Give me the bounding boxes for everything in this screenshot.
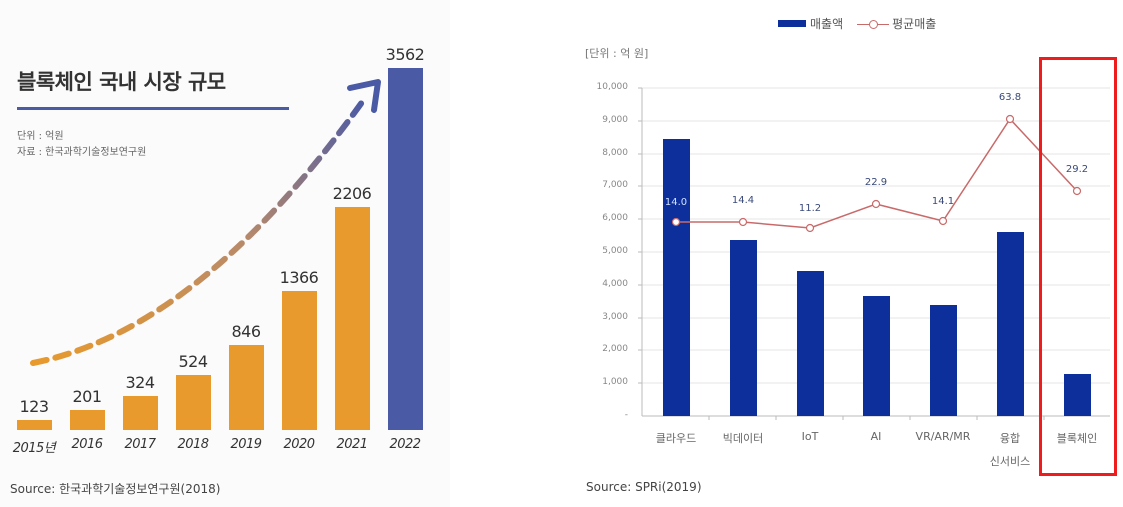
x-axis-label: 2020 bbox=[283, 437, 315, 452]
y-tick-label: 2,000 bbox=[602, 344, 628, 354]
x-axis-label: VR/AR/MR bbox=[915, 430, 971, 443]
line-value-label: 63.8 bbox=[998, 92, 1022, 103]
x-axis-label: 빅데이터 bbox=[722, 432, 764, 445]
line-value-label: 14.0 bbox=[664, 197, 688, 208]
line-value-label: 14.1 bbox=[931, 196, 955, 207]
x-axis-label: 2018 bbox=[177, 437, 209, 452]
line-value-label: 14.4 bbox=[731, 195, 755, 206]
x-axis-label: IoT bbox=[801, 430, 819, 443]
left-chart-title: 블록체인 국내 시장 규모 bbox=[17, 70, 226, 94]
line-value-label: 11.2 bbox=[798, 203, 822, 214]
left-unit-label: 단위 : 억원 bbox=[17, 131, 64, 142]
y-tick-label: 3,000 bbox=[602, 312, 628, 322]
line-value-label: 22.9 bbox=[864, 177, 888, 188]
y-tick-label: 9,000 bbox=[602, 115, 628, 125]
legend-bar-label: 매출액 bbox=[810, 17, 844, 31]
legend-line-label: 평균매출 bbox=[892, 17, 937, 31]
x-axis-label: 2022 bbox=[389, 437, 421, 452]
bar-2020 bbox=[282, 291, 317, 430]
y-tick-label: 5,000 bbox=[602, 246, 628, 256]
y-tick-label: 8,000 bbox=[602, 148, 628, 158]
bar-value: 3562 bbox=[385, 45, 425, 64]
x-axis-label: 2016 bbox=[71, 437, 103, 452]
x-axis-label-sub: 신서비스 bbox=[989, 455, 1031, 468]
x-axis-label: 2015년 bbox=[12, 441, 56, 456]
right-source-caption: Source: SPRi(2019) bbox=[586, 480, 702, 494]
x-axis-label: AI bbox=[870, 430, 882, 443]
y-tick-label: 10,000 bbox=[596, 82, 629, 92]
y-tick-label: - bbox=[624, 410, 628, 420]
trend-arrow-icon bbox=[30, 79, 381, 366]
bar-2016 bbox=[70, 410, 105, 430]
x-axis-label: 2017 bbox=[124, 437, 156, 452]
bar-value: 2206 bbox=[332, 184, 372, 203]
line-value-label: 29.2 bbox=[1065, 164, 1089, 175]
revenue-bars bbox=[663, 139, 1091, 416]
legend-bar-swatch-icon bbox=[778, 20, 806, 27]
legend-line-swatch-icon bbox=[857, 18, 890, 30]
bar-value: 524 bbox=[178, 352, 208, 371]
avg-revenue-line bbox=[676, 117, 1078, 229]
bar-2022 bbox=[388, 68, 423, 430]
left-source-caption: Source: 한국과학기술정보연구원(2018) bbox=[10, 482, 221, 496]
bar-2019 bbox=[229, 345, 264, 430]
bar-2015 bbox=[17, 420, 52, 430]
right-unit-label: [단위 : 억 원] bbox=[585, 47, 649, 60]
avg-revenue-markers bbox=[671, 114, 1082, 233]
title-underline bbox=[17, 107, 289, 110]
y-tick-label: 4,000 bbox=[602, 279, 628, 289]
x-axis-label: 블록체인 bbox=[1056, 432, 1098, 445]
bar-2017 bbox=[123, 396, 158, 430]
blockchain-highlight-box bbox=[1039, 57, 1117, 476]
x-axis-label: 2019 bbox=[230, 437, 262, 452]
bar-value: 201 bbox=[72, 387, 102, 406]
bar-value: 123 bbox=[19, 397, 49, 416]
bar-2018 bbox=[176, 375, 211, 430]
bar-value: 1366 bbox=[279, 268, 319, 287]
y-tick-label: 6,000 bbox=[602, 213, 628, 223]
x-axis-label: 2021 bbox=[336, 437, 368, 452]
x-axis-label: 융합 bbox=[999, 432, 1021, 445]
y-tick-label: 1,000 bbox=[602, 377, 628, 387]
right-chart-legend: 매출액 평균매출 bbox=[778, 15, 936, 32]
y-tick-label: 7,000 bbox=[602, 180, 628, 190]
bar-value: 324 bbox=[125, 373, 155, 392]
left-source-note: 자료 : 한국과학기술정보연구원 bbox=[17, 147, 147, 158]
bar-value: 846 bbox=[231, 322, 261, 341]
x-axis-label: 클라우드 bbox=[655, 432, 697, 445]
bar-2021 bbox=[335, 207, 370, 430]
